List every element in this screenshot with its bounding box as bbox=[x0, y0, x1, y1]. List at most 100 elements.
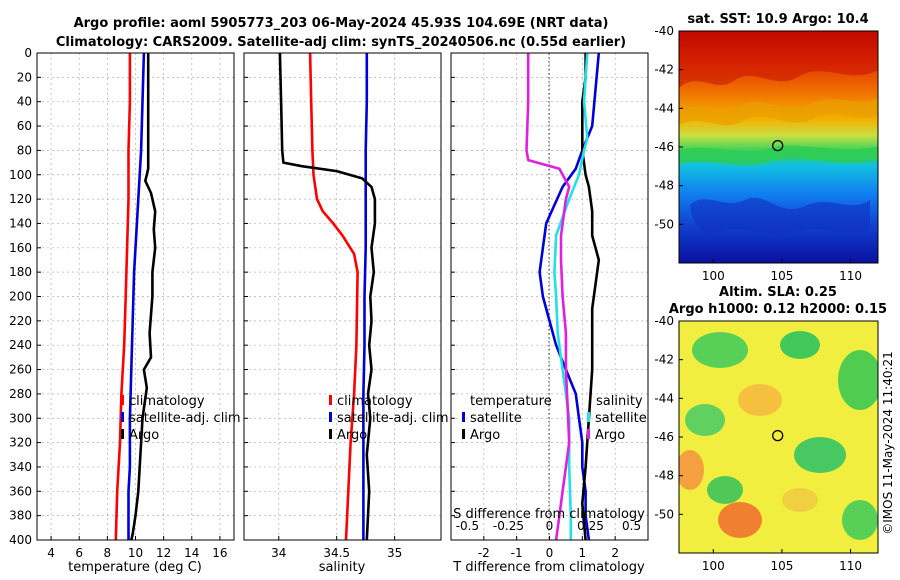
y-tick-label: 160 bbox=[9, 241, 32, 255]
y-tick-label: -46 bbox=[654, 140, 674, 154]
sla-green-patch bbox=[842, 500, 878, 540]
legend-sal-argo: Argo bbox=[595, 428, 625, 443]
temperature-xticks: 4 6 8 10 12 14 16 bbox=[47, 546, 227, 560]
x-tick-label: 2 bbox=[611, 546, 619, 560]
argo-location-marker bbox=[772, 429, 784, 442]
sla-orange-patch bbox=[782, 488, 818, 512]
y-tick-label: 120 bbox=[9, 192, 32, 206]
y-tick-label: 140 bbox=[9, 216, 32, 230]
x-tick-label: 110 bbox=[839, 559, 862, 573]
y-tick-label: 180 bbox=[9, 265, 32, 279]
y-tick-label: 0 bbox=[24, 46, 32, 60]
legend-satellite: satellite-adj. clim bbox=[337, 411, 449, 426]
y-tick-label: 220 bbox=[9, 314, 32, 328]
sla-green-patch bbox=[838, 350, 878, 410]
legend-swatch-satellite bbox=[121, 412, 124, 422]
top-x-tick-label: 0.5 bbox=[622, 519, 641, 533]
legend-swatch-temp-argo bbox=[462, 429, 465, 439]
temperature-grid bbox=[37, 52, 234, 541]
x-tick-label: 105 bbox=[770, 269, 793, 283]
x-tick-label: 1 bbox=[579, 546, 587, 560]
y-tick-label: 320 bbox=[9, 436, 32, 450]
y-tick-label: 400 bbox=[9, 533, 32, 547]
y-tick-label: 20 bbox=[17, 70, 32, 84]
y-tick-label: 260 bbox=[9, 363, 32, 377]
series-line-climatology bbox=[308, 52, 359, 541]
series-line-argo bbox=[278, 52, 377, 541]
legend-swatch-temp-satellite bbox=[462, 412, 465, 422]
top-x-tick-label: 0 bbox=[546, 519, 554, 533]
sla-green-patch bbox=[692, 332, 748, 368]
y-tick-label: 280 bbox=[9, 387, 32, 401]
y-tick-label: -40 bbox=[654, 24, 674, 38]
top-x-tick-label: 0.25 bbox=[577, 519, 604, 533]
difference-axes-box bbox=[450, 52, 649, 541]
legend-climatology: climatology bbox=[337, 394, 413, 409]
legend-swatch-climatology bbox=[121, 395, 124, 405]
y-tick-label: -42 bbox=[654, 63, 674, 77]
main-title-line2: Climatology: CARS2009. Satellite-adj cli… bbox=[56, 35, 626, 50]
difference-legend-temperature: temperature satellite Argo bbox=[462, 394, 552, 443]
sla-orange-patch bbox=[738, 384, 782, 416]
x-tick-label: 6 bbox=[75, 546, 83, 560]
difference-top-xlabel: S difference from climatology bbox=[453, 507, 645, 522]
sst-map-title: sat. SST: 10.9 Argo: 10.4 bbox=[687, 12, 868, 27]
difference-top-xticks: -0.5 -0.25 0 0.25 0.5 bbox=[456, 519, 641, 533]
sla-green-patch bbox=[685, 404, 725, 436]
legend-climatology: climatology bbox=[129, 394, 205, 409]
legend-salinity-title: salinity bbox=[596, 394, 643, 409]
y-tick-label: -42 bbox=[654, 353, 674, 367]
temperature-panel: 4 6 8 10 12 14 16 0 20 40 60 80 100 120 140 160 180 200 2… bbox=[9, 46, 241, 575]
salinity-panel: 34 34.5 35 salinity climatology satellite-… bbox=[243, 52, 449, 575]
salinity-xticks: 34 34.5 35 bbox=[271, 546, 402, 560]
top-x-tick-label: -0.25 bbox=[493, 519, 524, 533]
y-tick-label: -48 bbox=[654, 179, 674, 193]
sla-map-title: Altim. SLA: 0.25 bbox=[719, 285, 837, 300]
sst-map: sat. SST: 10.9 Argo: 10.4 100 105 110 -40 -4… bbox=[654, 12, 879, 283]
y-tick-label: 80 bbox=[17, 143, 32, 157]
sla-map: Altim. SLA: 0.25 Argo h1000: 0.12 h2000:… bbox=[654, 285, 887, 573]
x-tick-label: 100 bbox=[702, 559, 725, 573]
series-line-salinity-argo bbox=[525, 53, 571, 541]
difference-legend-salinity: salinity satellite Argo bbox=[587, 394, 647, 443]
imos-watermark: ©IMOS 11-May-2024 11:40:21 bbox=[881, 351, 895, 535]
x-tick-label: -2 bbox=[478, 546, 490, 560]
x-tick-label: 100 bbox=[702, 269, 725, 283]
temperature-xlabel: temperature (deg C) bbox=[68, 560, 202, 575]
salinity-legend: climatology satellite-adj. clim Argo bbox=[329, 394, 449, 443]
y-tick-label: 40 bbox=[17, 95, 32, 109]
legend-swatch-sal-satellite bbox=[587, 412, 590, 422]
x-tick-label: 35 bbox=[387, 546, 402, 560]
x-tick-label: 14 bbox=[184, 546, 199, 560]
temperature-legend: climatology satellite-adj. clim Argo bbox=[121, 394, 241, 443]
sst-warm-patch bbox=[679, 31, 878, 88]
sla-field bbox=[679, 321, 878, 553]
legend-swatch-argo bbox=[329, 429, 332, 439]
temperature-axes-box bbox=[36, 52, 235, 541]
y-tick-label: 360 bbox=[9, 484, 32, 498]
sla-ticks: 100 105 110 -40 -42 -44 -46 -48 -50 bbox=[654, 314, 862, 573]
sst-ticks: 100 105 110 -40 -42 -44 -46 -48 -50 bbox=[654, 24, 862, 283]
x-tick-label: 4 bbox=[47, 546, 55, 560]
sla-map-subtitle: Argo h1000: 0.12 h2000: 0.15 bbox=[669, 302, 887, 317]
legend-swatch-sal-argo bbox=[587, 429, 590, 439]
series-line-satellite-adj-clim bbox=[362, 53, 369, 540]
x-tick-label: 34 bbox=[271, 546, 286, 560]
x-tick-label: 34.5 bbox=[323, 546, 350, 560]
legend-temperature-title: temperature bbox=[470, 394, 552, 409]
x-tick-label: 8 bbox=[104, 546, 112, 560]
y-tick-label: -50 bbox=[654, 507, 674, 521]
x-tick-label: 105 bbox=[770, 559, 793, 573]
y-tick-label: 200 bbox=[9, 290, 32, 304]
y-tick-label: -48 bbox=[654, 469, 674, 483]
sla-green-patch bbox=[707, 476, 743, 504]
sst-green-band bbox=[679, 145, 878, 166]
salinity-xlabel: salinity bbox=[319, 560, 366, 575]
y-tick-label: 380 bbox=[9, 509, 32, 523]
salinity-axes-box bbox=[243, 52, 442, 541]
y-tick-label: -44 bbox=[654, 101, 674, 115]
difference-xticks: -2 -1 0 1 2 bbox=[478, 546, 619, 560]
salinity-lines bbox=[278, 52, 377, 541]
legend-satellite: satellite-adj. clim bbox=[129, 411, 241, 426]
